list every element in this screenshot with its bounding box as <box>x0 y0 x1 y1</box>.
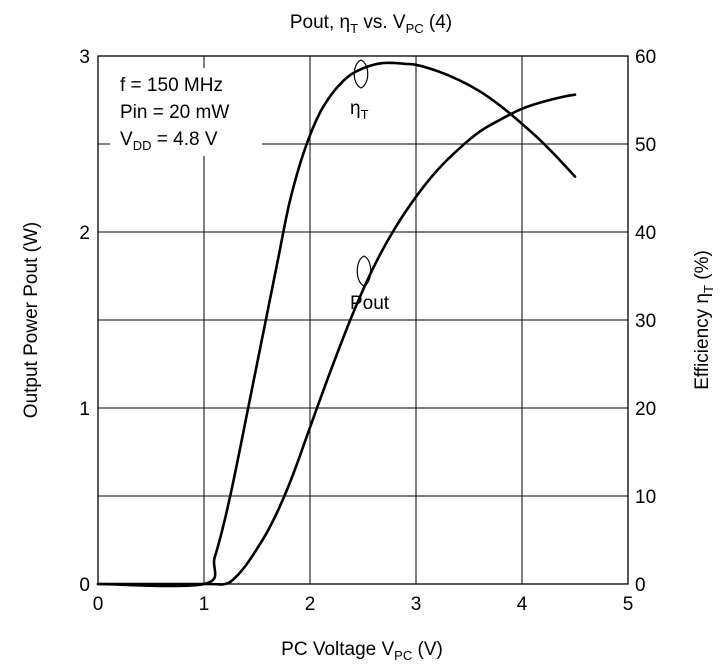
series-line-pout <box>96 93 577 586</box>
y-left-tick-label-2: 2 <box>79 223 90 244</box>
y-left-tick-label-1: 1 <box>79 399 90 420</box>
pout-series-marker <box>356 255 372 287</box>
x-axis-title: PC Voltage VPC (V) <box>281 639 443 663</box>
y-right-tick-label-3: 30 <box>635 311 656 332</box>
eta-series-label: ηT <box>350 98 369 122</box>
chart-title: Pout, ηT vs. VPC (4) <box>290 12 452 36</box>
y-right-tick-label-2: 20 <box>635 399 656 420</box>
eta-series-marker <box>353 59 369 89</box>
y-right-tick-label-4: 40 <box>635 223 656 244</box>
series-line-efficiency <box>96 61 577 588</box>
condition-supply-voltage: VDD = 4.8 V <box>120 129 218 153</box>
pout-series-label: Pout <box>350 293 390 314</box>
curves <box>96 61 577 588</box>
y-right-tick-label-1: 10 <box>635 487 656 508</box>
plot-frame <box>97 55 629 585</box>
y-axis-left-title: Output Power Pout (W) <box>21 222 42 418</box>
x-tick-label-1: 1 <box>199 594 210 615</box>
x-tick-label-5: 5 <box>623 594 634 615</box>
x-tick-label-4: 4 <box>517 594 528 615</box>
condition-frequency: f = 150 MHz <box>120 75 223 96</box>
y-right-tick-label-5: 50 <box>635 135 656 156</box>
x-tick-label-3: 3 <box>411 594 422 615</box>
condition-input-power: Pin = 20 mW <box>120 102 229 123</box>
y-axis-right-title: Efficiency ηT (%) <box>692 250 716 390</box>
conditions-background <box>110 68 262 156</box>
y-right-tick-label-6: 60 <box>635 47 656 68</box>
y-left-tick-label-3: 3 <box>79 47 90 68</box>
y-left-tick-label-0: 0 <box>79 575 90 596</box>
x-tick-label-0: 0 <box>93 594 104 615</box>
y-right-tick-label-0: 0 <box>635 575 646 596</box>
x-tick-label-2: 2 <box>305 594 316 615</box>
